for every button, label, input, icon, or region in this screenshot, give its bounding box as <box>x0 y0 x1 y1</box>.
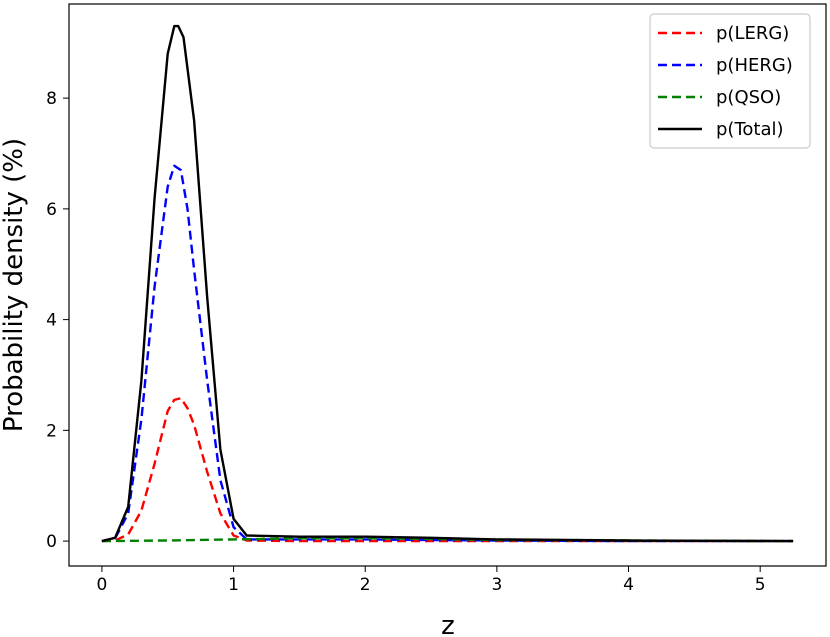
x-tick-label: 1 <box>228 575 239 595</box>
y-tick-label: 0 <box>46 532 57 552</box>
series-line-plerg <box>101 397 794 543</box>
x-tick-label: 3 <box>491 575 502 595</box>
y-axis-ticks: 0 2 4 6 8 <box>46 89 69 552</box>
x-tick-label: 0 <box>96 575 107 595</box>
y-tick-label: 2 <box>46 421 57 441</box>
y-tick-label: 8 <box>46 89 57 109</box>
x-tick-label: 5 <box>755 575 766 595</box>
legend-label: p(Total) <box>716 119 784 140</box>
legend-label: p(LERG) <box>716 23 789 44</box>
y-tick-label: 6 <box>46 200 57 220</box>
plot-frame <box>68 3 827 567</box>
y-axis-label: Probability density (%) <box>0 138 29 432</box>
x-tick-label: 4 <box>623 575 634 595</box>
x-axis-ticks: 0 1 2 3 4 5 <box>96 566 766 595</box>
series-line-pherg <box>101 164 794 543</box>
series-layer <box>101 24 794 543</box>
legend-box <box>649 13 811 149</box>
x-tick-label: 2 <box>360 575 371 595</box>
x-axis-label: z <box>441 611 455 637</box>
legend-label: p(HERG) <box>716 55 793 76</box>
series-line-ptotal <box>101 24 794 543</box>
legend-label: p(QSO) <box>716 87 781 108</box>
y-tick-label: 4 <box>46 311 57 331</box>
legend: p(LERG) p(HERG) p(QSO) p(Total) <box>649 13 811 149</box>
